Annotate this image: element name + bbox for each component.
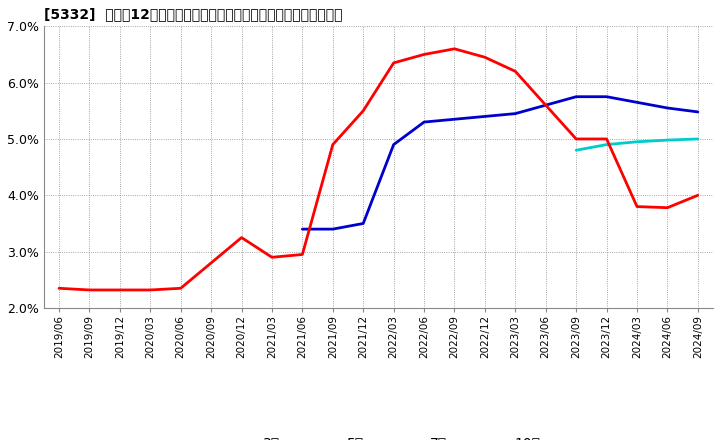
Text: [5332]  売上高12か月移動合計の対前年同期増減率の標準偏差の推移: [5332] 売上高12か月移動合計の対前年同期増減率の標準偏差の推移 <box>44 7 342 21</box>
Legend: 3年, 5年, 7年, 10年: 3年, 5年, 7年, 10年 <box>211 431 546 440</box>
